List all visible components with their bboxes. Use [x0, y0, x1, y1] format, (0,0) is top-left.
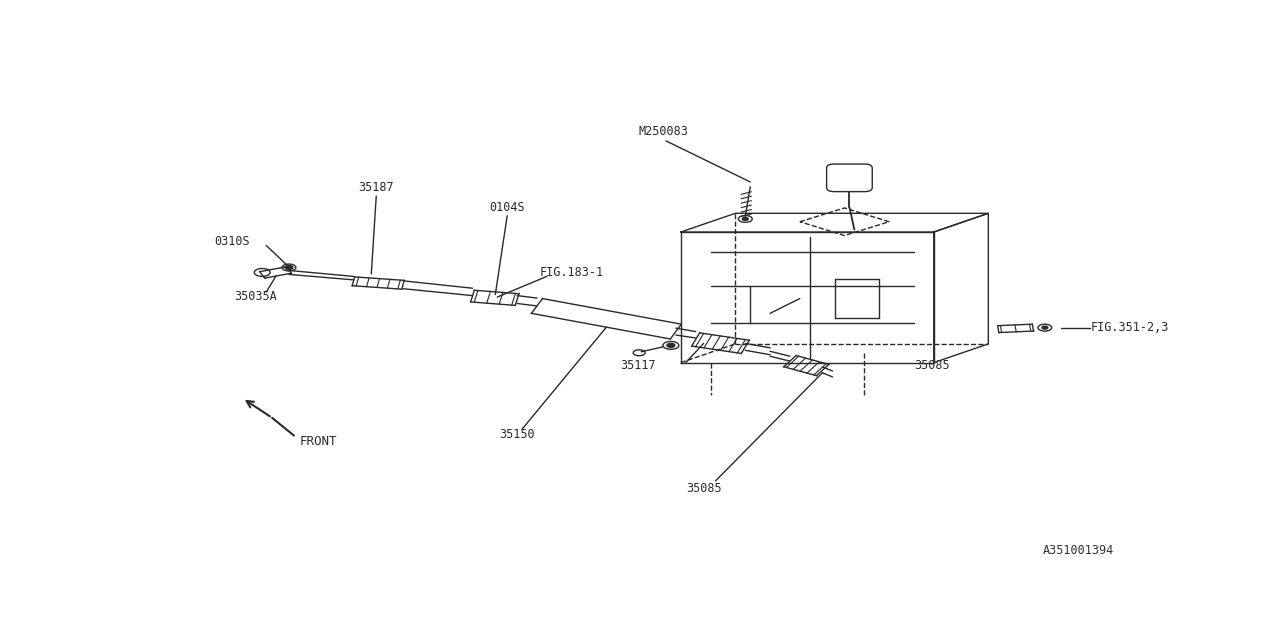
Circle shape — [1042, 326, 1048, 329]
Text: FIG.351-2,3: FIG.351-2,3 — [1091, 321, 1169, 334]
Text: FRONT: FRONT — [300, 435, 338, 448]
Text: 0104S: 0104S — [489, 201, 525, 214]
Circle shape — [742, 218, 749, 220]
Text: 35035A: 35035A — [234, 289, 276, 303]
Text: 35150: 35150 — [499, 428, 535, 440]
Text: A351001394: A351001394 — [1043, 545, 1115, 557]
Circle shape — [667, 344, 675, 348]
Text: 35187: 35187 — [358, 181, 394, 194]
Text: 35117: 35117 — [621, 358, 657, 372]
Text: FIG.183-1: FIG.183-1 — [540, 266, 604, 280]
FancyBboxPatch shape — [827, 164, 872, 191]
Text: 0310S: 0310S — [215, 236, 250, 248]
Text: 35085: 35085 — [914, 358, 950, 372]
Circle shape — [285, 266, 293, 269]
Text: M250083: M250083 — [639, 125, 689, 138]
Text: 35085: 35085 — [686, 482, 722, 495]
